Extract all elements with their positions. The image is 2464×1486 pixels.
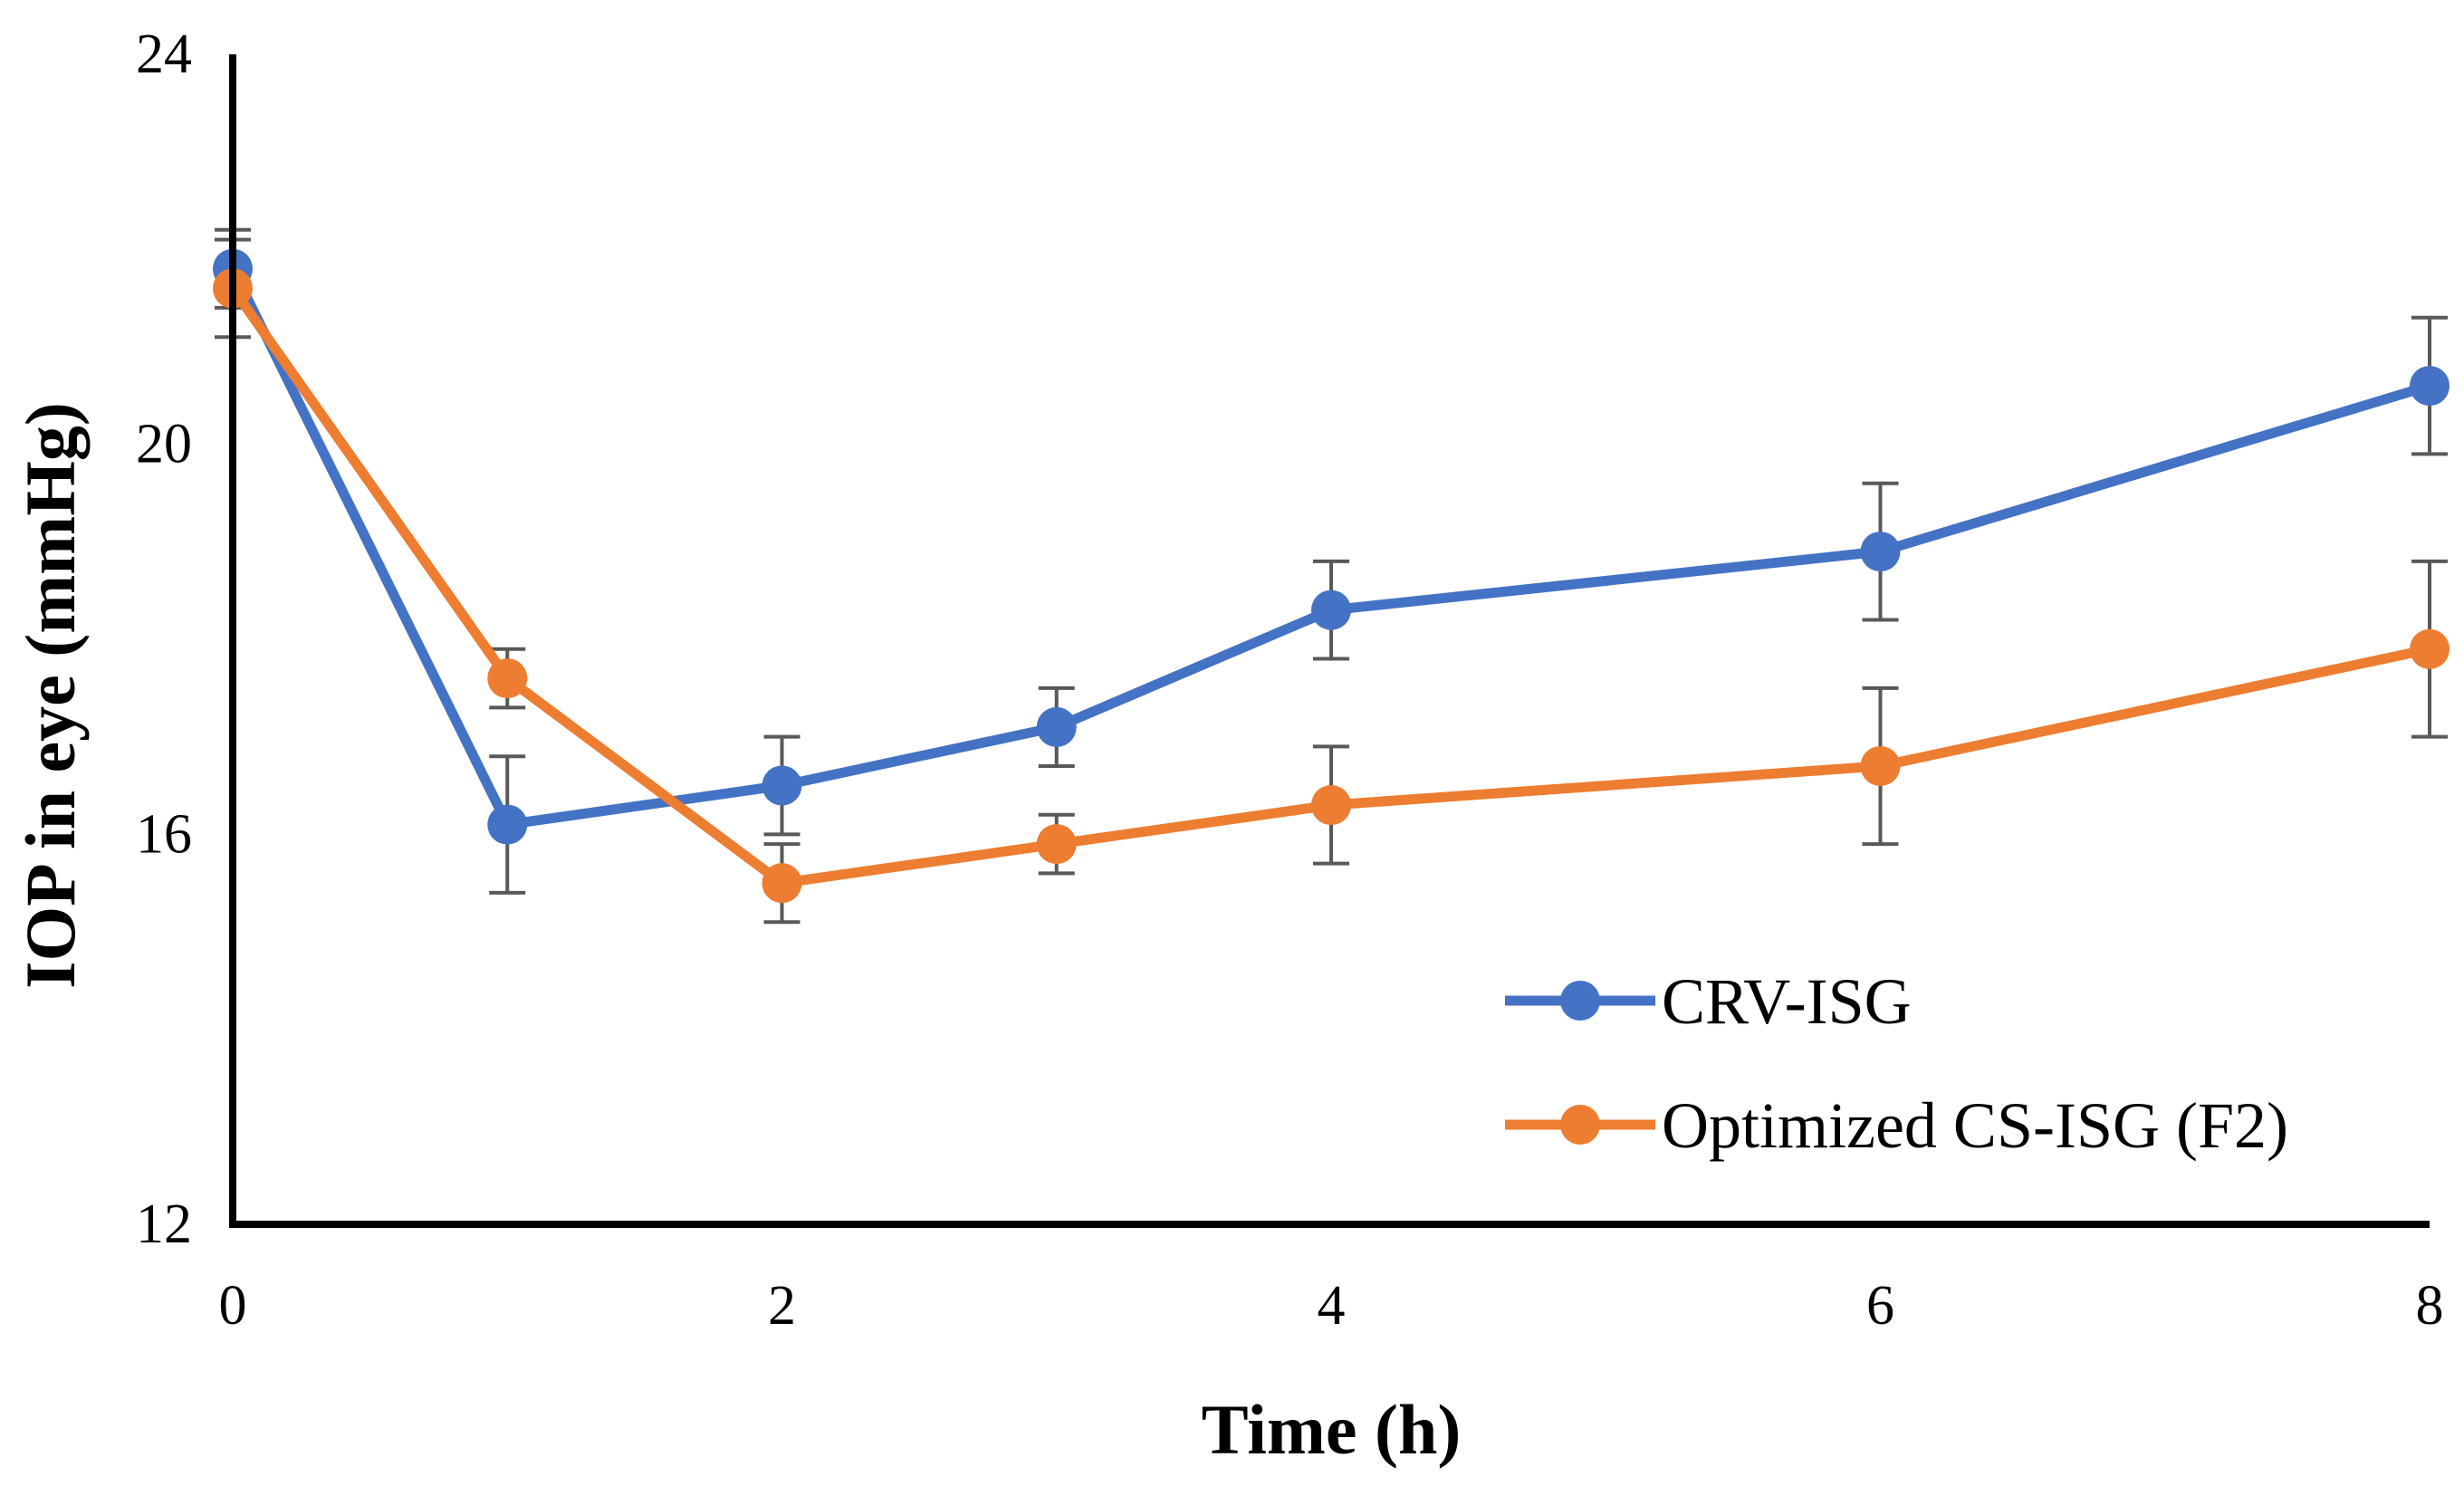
legend-label: CRV-ISG <box>1662 965 1912 1038</box>
x-tick-label: 6 <box>1866 1275 1894 1337</box>
data-point <box>1311 590 1351 630</box>
data-point <box>1036 706 1077 747</box>
legend-marker <box>1560 981 1600 1021</box>
data-point <box>1311 785 1351 826</box>
legend-label: Optimized CS-ISG (F2) <box>1662 1089 2288 1162</box>
legend-entry: CRV-ISG <box>1505 965 1912 1038</box>
x-tick-label: 2 <box>768 1275 796 1337</box>
data-points <box>213 248 2450 904</box>
y-tick-label: 24 <box>136 24 192 85</box>
x-tick-label: 8 <box>2416 1275 2444 1337</box>
y-tick-label: 12 <box>136 1194 192 1255</box>
x-tick-labels: 0 2 4 6 8 <box>219 1275 2444 1337</box>
legend-entry: Optimized CS-ISG (F2) <box>1505 1089 2288 1162</box>
y-tick-label: 20 <box>136 414 192 475</box>
y-axis-title: IOP in eye (mmHg) <box>11 402 90 989</box>
x-tick-label: 0 <box>219 1275 247 1337</box>
data-point <box>1036 824 1077 865</box>
data-point <box>762 765 802 806</box>
data-point <box>487 804 528 845</box>
y-tick-label: 16 <box>136 803 192 865</box>
data-point <box>2410 628 2450 669</box>
y-tick-labels: 12 16 20 24 <box>136 24 192 1255</box>
x-axis-title: Time (h) <box>1202 1390 1462 1469</box>
data-point <box>1860 745 1901 786</box>
x-tick-label: 4 <box>1318 1275 1346 1337</box>
data-point <box>2410 366 2450 407</box>
data-point <box>1860 532 1901 572</box>
legend-marker <box>1560 1105 1600 1145</box>
data-point <box>487 658 528 699</box>
series-line <box>228 266 2431 830</box>
legend: CRV-ISG Optimized CS-ISG (F2) <box>1505 965 2288 1162</box>
data-point <box>762 863 802 904</box>
